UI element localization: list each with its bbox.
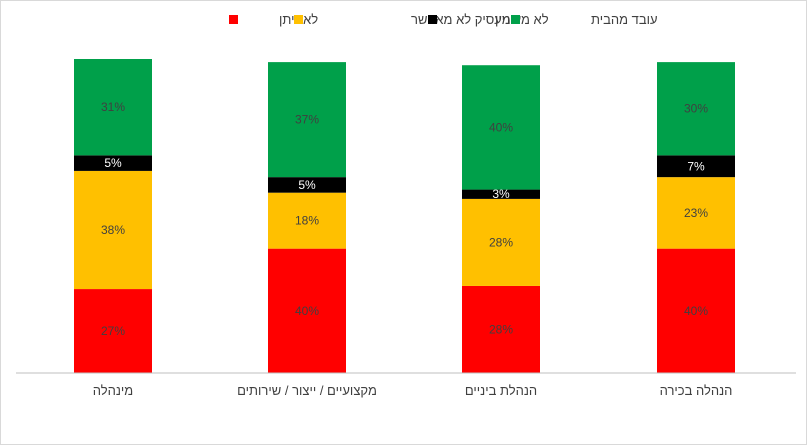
data-label-2-3: 40%	[489, 120, 513, 134]
legend-label-2: לא מעוניין	[495, 12, 549, 27]
data-label-1-1: 18%	[295, 214, 319, 228]
bar-segment-0-0	[74, 289, 152, 373]
data-label-1-3: 37%	[295, 113, 319, 127]
data-label-0-1: 38%	[101, 223, 125, 237]
data-label-3-2: 7%	[687, 159, 705, 173]
bar-segment-1-2	[268, 177, 346, 193]
bar-segment-3-0	[657, 248, 735, 373]
category-labels: מינהלה מקצועיים / ייצור / שירותים הנהלת בי…	[93, 383, 733, 398]
legend-marker-2	[428, 15, 437, 24]
bar-segment-2-2	[462, 189, 540, 199]
data-label-2-2: 3%	[492, 187, 510, 201]
legend-marker-1	[294, 15, 303, 24]
data-label-2-0: 28%	[489, 322, 513, 336]
category-label-0: מינהלה	[93, 383, 133, 398]
legend-label-3: עובד מהבית	[591, 12, 658, 27]
data-label-3-3: 30%	[684, 102, 708, 116]
bar-segment-1-0	[268, 248, 346, 373]
bar-segment-0-2	[74, 155, 152, 171]
bar-segment-0-1	[74, 170, 152, 290]
data-label-1-2: 5%	[298, 178, 316, 192]
data-label-3-1: 23%	[684, 206, 708, 220]
data-label-3-0: 40%	[684, 304, 708, 318]
bar-segment-3-3	[657, 62, 735, 156]
data-label-2-1: 28%	[489, 235, 513, 249]
data-label-0-0: 27%	[101, 324, 125, 338]
bar-segment-3-1	[657, 177, 735, 249]
legend-label-1: המעסיק לא מאפשר	[411, 12, 519, 27]
bar-segment-1-3	[268, 62, 346, 178]
category-label-1: מקצועיים / ייצור / שירותים	[237, 383, 377, 398]
category-label-3: הנהלה בכירה	[660, 383, 733, 398]
bar-segment-2-0	[462, 285, 540, 373]
bar-segment-2-1	[462, 198, 540, 286]
bars: 27% 38% 5% 31% 40% 18% 5% 37% 28% 28% 3% 40% 40% 23% 7…	[74, 59, 735, 373]
legend-marker-0	[229, 15, 238, 24]
bar-segment-0-3	[74, 59, 152, 156]
bar-segment-2-3	[462, 65, 540, 190]
category-label-2: הנהלת ביניים	[465, 383, 537, 398]
data-label-0-2: 5%	[104, 156, 122, 170]
legend-marker-3	[511, 15, 520, 24]
bar-segment-1-1	[268, 192, 346, 249]
bar-segment-3-2	[657, 155, 735, 178]
data-label-0-3: 31%	[101, 100, 125, 114]
data-label-1-0: 40%	[295, 304, 319, 318]
